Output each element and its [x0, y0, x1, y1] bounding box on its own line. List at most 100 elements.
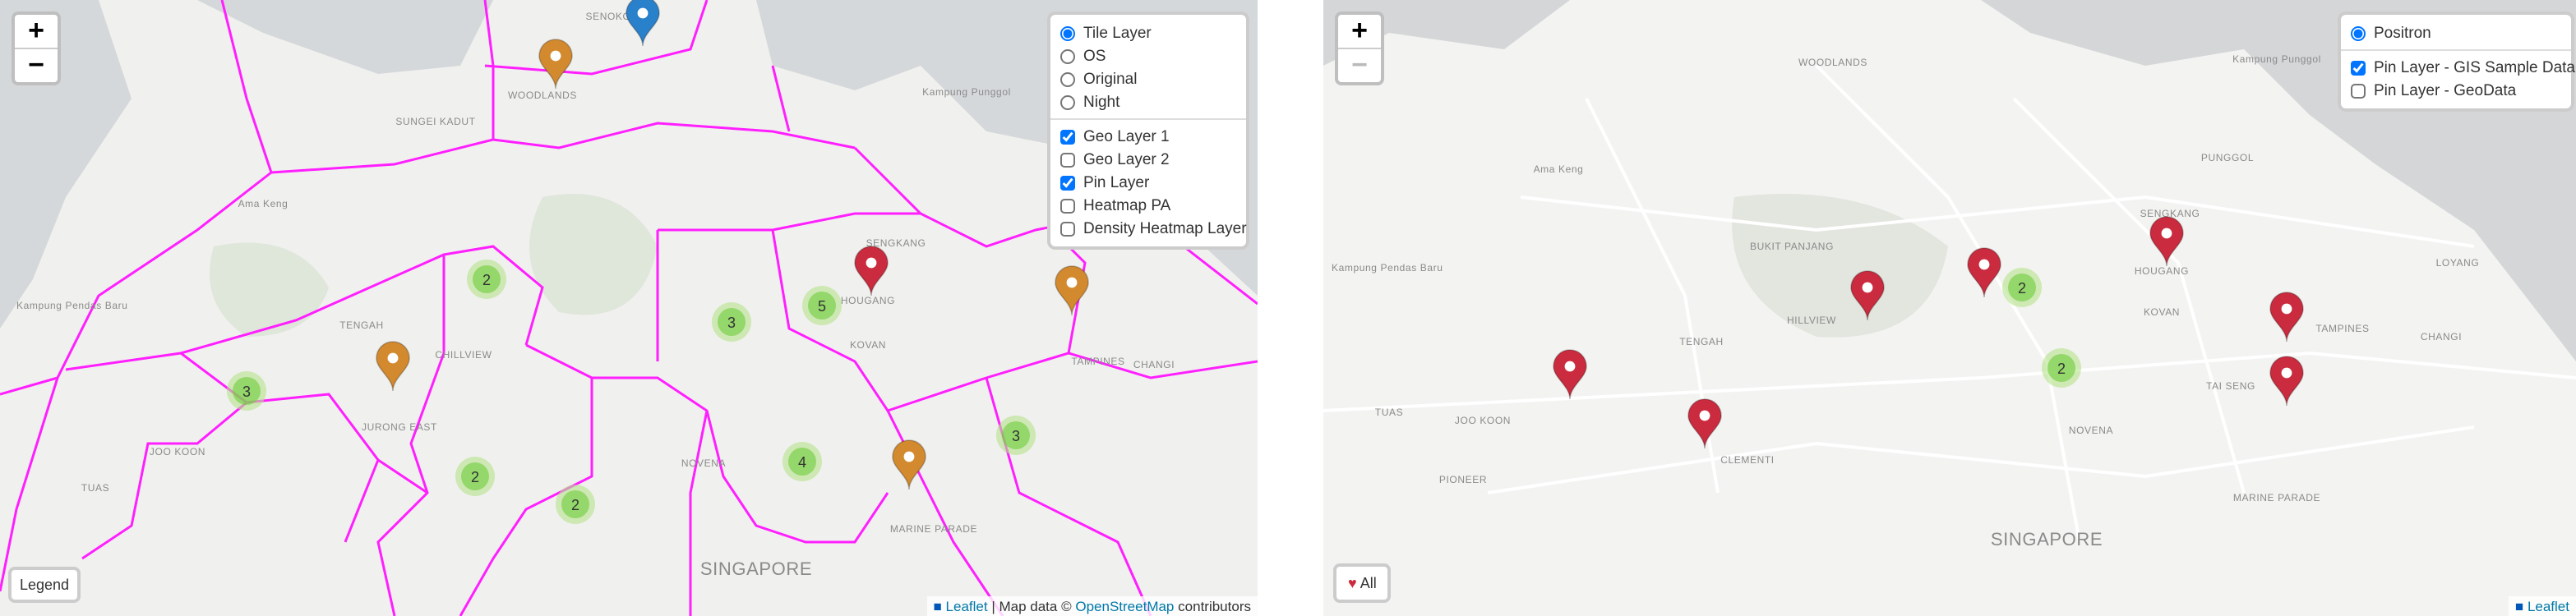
place-label: NOVENA — [681, 457, 726, 469]
place-label: KOVAN — [2144, 306, 2180, 318]
place-label: HOUGANG — [2135, 265, 2189, 277]
left-map[interactable]: SENOKO WOODLANDS SUNGEI KADUT Ama Keng K… — [0, 0, 1258, 616]
cluster-count: 2 — [482, 272, 491, 288]
zoom-in[interactable]: + — [28, 15, 44, 46]
place-label: SINGAPORE — [1991, 529, 2103, 549]
option-label: Pin Layer - GeoData — [2374, 81, 2517, 99]
place-label: SENGKANG — [866, 237, 926, 249]
attribution: ■ Leaflet | Map data © OpenStreetMap con… — [926, 596, 1258, 616]
overlay-option[interactable]: Geo Layer 2 — [1060, 148, 1236, 171]
cluster[interactable]: 2 — [556, 485, 595, 524]
cluster-count: 3 — [727, 315, 736, 331]
place-label: TAMPINES — [1071, 356, 1124, 367]
radio[interactable] — [1060, 71, 1075, 86]
cluster[interactable]: 3 — [996, 416, 1036, 455]
cluster-count: 3 — [1012, 428, 1020, 444]
clusters: 2 2 — [2002, 268, 2081, 388]
radio[interactable] — [2351, 25, 2366, 40]
cluster-count: 2 — [2057, 361, 2066, 377]
cluster[interactable]: 2 — [2002, 268, 2042, 307]
option-label: Geo Layer 1 — [1083, 127, 1170, 145]
place-label: Ama Keng — [1534, 163, 1584, 175]
place-label: KOVAN — [850, 339, 886, 351]
land — [1323, 0, 2576, 616]
place-label: JOO KOON — [1455, 415, 1511, 426]
place-label: LOYANG — [2436, 257, 2480, 269]
place-label: SINGAPORE — [700, 559, 812, 579]
place-label: SENGKANG — [2140, 208, 2200, 219]
base-layer-option[interactable]: OS — [1060, 44, 1236, 67]
boundaries — [0, 0, 1258, 616]
option-label: Night — [1083, 93, 1120, 111]
checkbox[interactable] — [1060, 152, 1075, 167]
checkbox[interactable] — [1060, 129, 1075, 144]
checkbox[interactable] — [1060, 198, 1075, 213]
place-label: WOODLANDS — [1798, 57, 1867, 68]
option-label: Pin Layer — [1083, 173, 1150, 191]
all-button[interactable]: ♥ All — [1333, 563, 1392, 603]
place-label: Kampung Pendas Baru — [1332, 262, 1443, 274]
attribution-text: contributors — [1178, 598, 1251, 614]
place-label: PIONEER — [1439, 474, 1487, 485]
place-label: JOO KOON — [150, 446, 205, 457]
radio[interactable] — [1060, 94, 1075, 109]
place-label: CHILLVIEW — [435, 349, 492, 361]
place-label: Ama Keng — [238, 198, 289, 209]
place-label: Kampung Pendas Baru — [16, 300, 127, 311]
place-label: TENGAH — [339, 319, 384, 331]
cluster-count: 2 — [471, 469, 479, 485]
place-label: HOUGANG — [841, 295, 895, 306]
overlay-option[interactable]: Pin Layer — [1060, 171, 1236, 194]
checkbox[interactable] — [1060, 221, 1075, 236]
cluster[interactable]: 2 — [455, 457, 495, 496]
overlay-option[interactable]: Density Heatmap Layer — [1060, 217, 1247, 240]
radio[interactable] — [1060, 25, 1075, 40]
option-label: Heatmap PA — [1083, 196, 1171, 214]
place-label: TAMPINES — [2315, 323, 2369, 334]
leaflet-link[interactable]: Leaflet — [945, 598, 988, 614]
cluster-count: 3 — [242, 384, 251, 400]
cluster[interactable]: 4 — [782, 442, 822, 481]
clusters: 2 3 3 5 3 2 2 4 — [227, 260, 1036, 524]
osm-link[interactable]: OpenStreetMap — [1075, 598, 1175, 614]
overlay-option[interactable]: Geo Layer 1 — [1060, 125, 1236, 148]
right-map[interactable]: WOODLANDS Ama Keng Kampung Pendas Baru B… — [1323, 0, 2576, 616]
leaflet-link[interactable]: Leaflet — [2527, 598, 2569, 614]
separator — [1050, 118, 1246, 120]
place-label: TUAS — [1375, 407, 1403, 418]
cluster[interactable]: 3 — [227, 371, 266, 411]
zoom-out[interactable]: − — [15, 48, 58, 82]
place-label: TAI SENG — [2206, 380, 2255, 392]
checkbox[interactable] — [2351, 83, 2366, 98]
base-layer-option[interactable]: Positron — [2351, 21, 2561, 44]
place-label: HILLVIEW — [1787, 315, 1836, 326]
overlay-option[interactable]: Pin Layer - GeoData — [2351, 79, 2561, 102]
base-layer-option[interactable]: Night — [1060, 90, 1236, 113]
radio[interactable] — [1060, 48, 1075, 63]
cluster[interactable]: 2 — [2042, 348, 2081, 388]
base-layer-option[interactable]: Original — [1060, 67, 1236, 90]
cluster-count: 2 — [2018, 280, 2026, 297]
option-label: Pin Layer - GIS Sample Data — [2374, 58, 2575, 76]
checkbox[interactable] — [1060, 175, 1075, 190]
zoom-out[interactable]: − — [1338, 48, 1381, 82]
place-label: BUKIT PANJANG — [1750, 241, 1834, 252]
all-button-label: All — [1360, 575, 1377, 591]
checkbox[interactable] — [2351, 60, 2366, 75]
zoom-in[interactable]: + — [1351, 15, 1368, 46]
cluster[interactable]: 3 — [712, 302, 751, 342]
overlay-option[interactable]: Heatmap PA — [1060, 194, 1236, 217]
cluster[interactable]: 5 — [802, 286, 842, 325]
place-label: WOODLANDS — [508, 90, 577, 101]
cluster-count: 5 — [818, 298, 826, 315]
cluster[interactable]: 2 — [467, 260, 506, 299]
overlay-option[interactable]: Pin Layer - GIS Sample Data — [2351, 56, 2575, 79]
base-layer-option[interactable]: Tile Layer — [1060, 21, 1236, 44]
layer-control: Positron Pin Layer - GIS Sample Data Pin L… — [2338, 11, 2575, 112]
place-label: SENOKO — [586, 11, 631, 22]
attribution: ■ Leaflet — [2508, 596, 2576, 616]
option-label: Original — [1083, 70, 1138, 88]
legend-button[interactable]: Legend — [8, 567, 81, 603]
